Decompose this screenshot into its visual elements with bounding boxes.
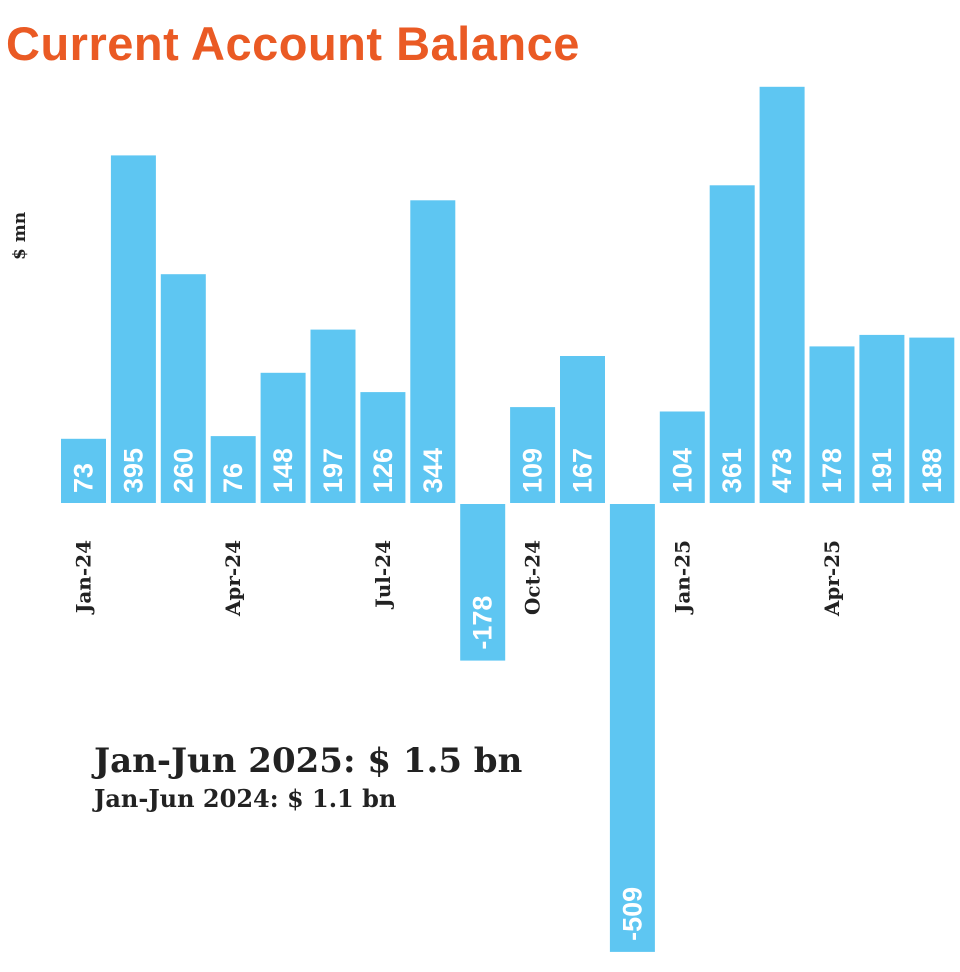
x-tick-label-Jan-24: Jan-24	[72, 540, 96, 615]
chart-title: Current Account Balance	[6, 17, 580, 70]
x-tick-label-Jan-25: Jan-25	[670, 540, 694, 615]
x-tick-label-Jul-24: Jul-24	[371, 540, 395, 610]
data-label-Jun-24: 197	[318, 448, 348, 493]
summary-block: Jan-Jun 2025: $ 1.5 bn Jan-Jun 2024: $ 1…	[94, 738, 522, 814]
data-label-Dec-24: -509	[617, 887, 647, 941]
data-label-Aug-24: 344	[418, 448, 448, 493]
data-label-May-25: 191	[867, 448, 897, 493]
data-label-Jul-24: 126	[368, 448, 398, 493]
bar-Mar-24	[160, 274, 206, 503]
bar-Feb-25	[709, 185, 755, 504]
bar-Oct-24	[510, 407, 556, 503]
x-tick-label-Apr-25: Apr-25	[820, 540, 844, 617]
data-label-Oct-24: 109	[518, 448, 548, 493]
data-label-Jun-25: 188	[917, 448, 947, 493]
bar-Aug-24	[410, 200, 456, 504]
bar-Dec-24	[609, 504, 655, 952]
bar-Jun-24	[310, 329, 356, 503]
data-label-Jan-25: 104	[667, 448, 697, 493]
data-label-Nov-24: 167	[568, 448, 598, 493]
data-label-Jan-24: 73	[69, 463, 99, 493]
bar-Jun-25	[909, 337, 955, 503]
bar-Feb-24	[110, 155, 156, 503]
data-label-Apr-25: 178	[817, 448, 847, 493]
bar-Apr-24	[210, 436, 256, 503]
bar-Jan-24	[61, 438, 106, 503]
data-label-Apr-24: 76	[218, 463, 248, 493]
data-label-Feb-24: 395	[118, 448, 148, 493]
summary-line-2025: Jan-Jun 2025: $ 1.5 bn	[94, 741, 523, 781]
bar-Jan-25	[659, 411, 705, 503]
bar-Sep-24	[460, 504, 506, 661]
data-label-Mar-24: 260	[168, 448, 198, 493]
bar-May-24	[260, 372, 306, 503]
bar-Jul-24	[360, 392, 406, 503]
data-label-Feb-25: 361	[717, 448, 747, 493]
bar-Mar-25	[759, 86, 805, 504]
data-label-May-24: 148	[268, 448, 298, 493]
bar-Nov-24	[560, 356, 605, 503]
data-label-Sep-24: -178	[468, 596, 498, 650]
x-tick-label-Oct-24: Oct-24	[521, 540, 545, 615]
data-label-Mar-25: 473	[767, 448, 797, 493]
bar-May-25	[859, 334, 905, 503]
bar-Apr-25	[809, 346, 855, 503]
summary-line-2024: Jan-Jun 2024: $ 1.1 bn	[94, 784, 397, 813]
x-tick-label-Apr-24: Apr-24	[221, 540, 245, 617]
